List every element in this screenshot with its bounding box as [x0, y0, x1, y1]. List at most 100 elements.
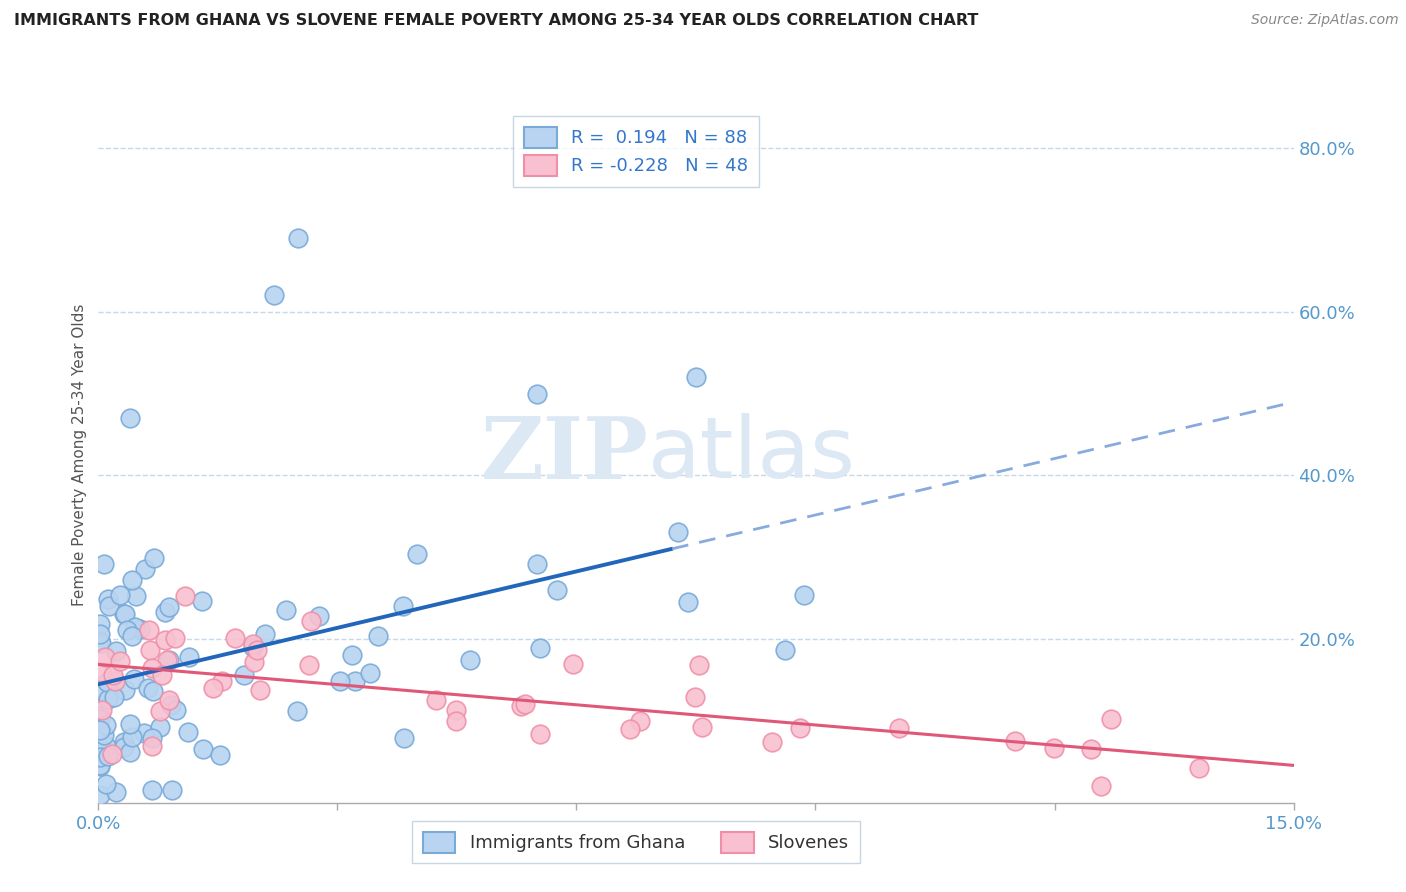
Point	[1080, 742, 1102, 756]
Point	[344, 673, 367, 688]
Point	[619, 723, 641, 737]
Point	[90, 635, 112, 649]
Point	[104, 673, 127, 688]
Point	[93, 557, 115, 571]
Point	[299, 614, 322, 628]
Point	[120, 745, 142, 759]
Point	[89, 740, 111, 755]
Point	[142, 684, 165, 698]
Point	[138, 623, 160, 637]
Point	[121, 573, 143, 587]
Point	[94, 718, 117, 732]
Point	[150, 667, 173, 681]
Point	[242, 637, 264, 651]
Point	[163, 631, 186, 645]
Point	[89, 759, 111, 773]
Point	[114, 682, 136, 697]
Point	[526, 557, 548, 571]
Point	[406, 548, 429, 562]
Point	[249, 683, 271, 698]
Point	[138, 681, 160, 695]
Point	[546, 583, 568, 598]
Point	[232, 668, 254, 682]
Point	[165, 703, 187, 717]
Point	[89, 750, 111, 764]
Point	[125, 590, 148, 604]
Point	[141, 660, 163, 674]
Point	[690, 720, 713, 734]
Point	[561, 657, 583, 671]
Point	[392, 731, 415, 746]
Point	[887, 721, 910, 735]
Point	[98, 599, 121, 613]
Point	[94, 776, 117, 790]
Point	[246, 643, 269, 657]
Point	[141, 731, 163, 746]
Point	[96, 739, 118, 754]
Point	[103, 690, 125, 705]
Point	[94, 650, 117, 665]
Point	[510, 698, 533, 713]
Point	[110, 588, 132, 602]
Point	[792, 588, 814, 602]
Point	[513, 697, 536, 711]
Point	[142, 551, 165, 566]
Point	[89, 634, 111, 648]
Point	[89, 709, 111, 723]
Legend: Immigrants from Ghana, Slovenes: Immigrants from Ghana, Slovenes	[412, 821, 860, 863]
Point	[208, 748, 231, 763]
Point	[308, 609, 330, 624]
Point	[1090, 780, 1112, 794]
Point	[287, 231, 309, 245]
Point	[526, 386, 548, 401]
Point	[392, 599, 415, 614]
Point	[444, 714, 467, 728]
Point	[139, 642, 162, 657]
Point	[132, 725, 155, 739]
Point	[160, 783, 183, 797]
Point	[789, 721, 811, 735]
Point	[149, 720, 172, 734]
Text: IMMIGRANTS FROM GHANA VS SLOVENE FEMALE POVERTY AMONG 25-34 YEAR OLDS CORRELATIO: IMMIGRANTS FROM GHANA VS SLOVENE FEMALE …	[14, 13, 979, 29]
Point	[104, 785, 127, 799]
Point	[773, 642, 796, 657]
Point	[243, 655, 266, 669]
Point	[96, 675, 118, 690]
Point	[529, 727, 551, 741]
Point	[685, 370, 707, 384]
Point	[157, 600, 180, 615]
Point	[153, 633, 176, 648]
Point	[157, 692, 180, 706]
Point	[89, 757, 111, 772]
Point	[628, 714, 651, 729]
Point	[101, 668, 124, 682]
Point	[529, 641, 551, 656]
Point	[112, 739, 135, 754]
Point	[141, 783, 163, 797]
Point	[124, 672, 146, 686]
Point	[115, 623, 138, 637]
Point	[108, 654, 131, 668]
Point	[444, 703, 467, 717]
Point	[120, 411, 142, 425]
Point	[112, 734, 135, 748]
Point	[263, 288, 285, 302]
Point	[97, 692, 120, 706]
Point	[153, 605, 176, 619]
Point	[114, 607, 136, 621]
Point	[89, 788, 111, 802]
Point	[359, 665, 381, 680]
Point	[1099, 712, 1122, 726]
Point	[191, 594, 214, 608]
Point	[285, 704, 308, 718]
Point	[89, 617, 111, 632]
Point	[683, 690, 706, 704]
Point	[121, 730, 143, 744]
Y-axis label: Female Poverty Among 25-34 Year Olds: Female Poverty Among 25-34 Year Olds	[72, 304, 87, 606]
Point	[105, 644, 128, 658]
Point	[211, 674, 233, 689]
Point	[191, 742, 214, 756]
Point	[160, 698, 183, 712]
Point	[129, 622, 152, 636]
Point	[90, 665, 112, 679]
